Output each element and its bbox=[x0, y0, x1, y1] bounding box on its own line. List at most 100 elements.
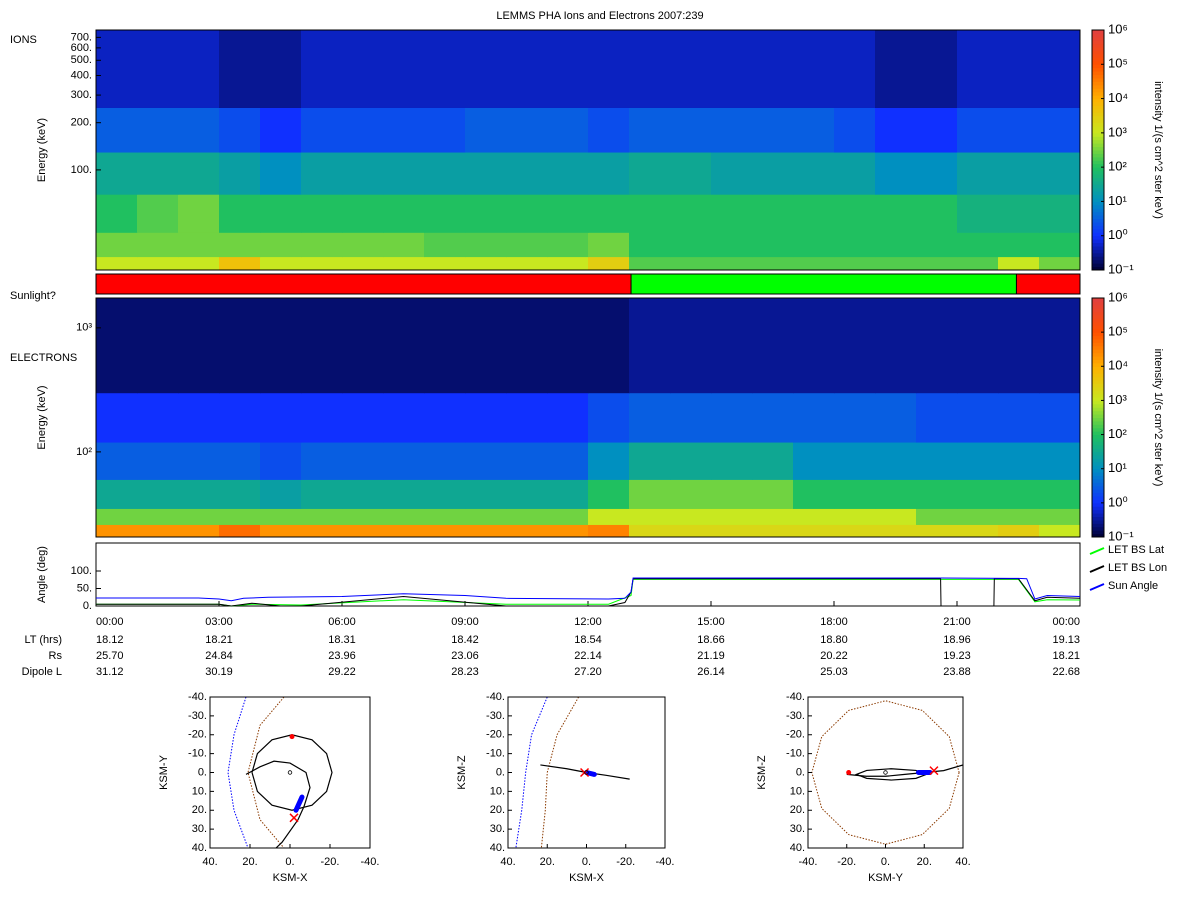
sunlight-segment bbox=[630, 273, 1017, 295]
heatmap-cell bbox=[793, 479, 835, 509]
heatmap-cell bbox=[711, 298, 753, 394]
colorbar-swatch bbox=[1092, 187, 1104, 192]
heatmap-cell bbox=[301, 298, 343, 394]
heatmap-cell bbox=[629, 508, 671, 525]
heatmap-cell bbox=[260, 256, 302, 271]
y-axis-label: Energy (keV) bbox=[36, 118, 48, 182]
x-tick-label: 20. bbox=[917, 856, 932, 868]
heatmap-cell bbox=[752, 442, 794, 480]
heatmap-cell bbox=[424, 524, 466, 538]
heatmap-cell bbox=[670, 107, 712, 153]
heatmap-cell bbox=[506, 152, 548, 195]
colorbar-swatch bbox=[1092, 441, 1104, 446]
colorbar-swatch bbox=[1092, 228, 1104, 233]
colorbar-swatch bbox=[1092, 468, 1104, 473]
heatmap-cell bbox=[506, 442, 548, 480]
heatmap-cell bbox=[793, 152, 835, 195]
heatmap-cell bbox=[875, 152, 917, 195]
heatmap-cell bbox=[301, 107, 343, 153]
heatmap-cell bbox=[1039, 256, 1081, 271]
heatmap-cell bbox=[219, 508, 261, 525]
heatmap-cell bbox=[342, 524, 384, 538]
heatmap-cell bbox=[383, 256, 425, 271]
heatmap-cell bbox=[998, 232, 1040, 258]
colorbar-swatch bbox=[1092, 150, 1104, 154]
colorbar-swatch bbox=[1092, 57, 1104, 62]
heatmap-cell bbox=[998, 524, 1040, 538]
heatmap-cell bbox=[998, 298, 1040, 394]
heatmap-cell bbox=[629, 232, 671, 258]
ephemeris-value: 18.12 bbox=[96, 634, 124, 646]
heatmap-cell bbox=[301, 524, 343, 538]
y-tick-label: 30. bbox=[192, 823, 207, 835]
colorbar-swatch bbox=[1092, 410, 1104, 415]
colorbar-swatch bbox=[1092, 304, 1104, 309]
colorbar-swatch bbox=[1092, 198, 1104, 202]
heatmap-cell bbox=[752, 298, 794, 394]
colorbar-frame bbox=[1091, 297, 1105, 538]
colorbar-swatch bbox=[1092, 263, 1104, 268]
heatmap-cell bbox=[137, 194, 179, 233]
heatmap-cell bbox=[834, 524, 876, 538]
colorbar-swatch bbox=[1092, 95, 1104, 100]
y-tick-label: 0. bbox=[83, 600, 92, 612]
heatmap-cell bbox=[875, 232, 917, 258]
colorbar-swatch bbox=[1092, 146, 1104, 151]
heatmap-cell bbox=[793, 298, 835, 394]
heatmap-cell bbox=[260, 30, 302, 108]
y-tick-label: 0. bbox=[496, 766, 505, 778]
colorbar-swatch bbox=[1092, 112, 1104, 117]
y-tick-label: -10. bbox=[188, 748, 207, 760]
y-axis-label: Angle (deg) bbox=[36, 546, 48, 603]
heatmap-cell bbox=[178, 30, 220, 108]
colorbar-swatch bbox=[1092, 239, 1104, 244]
heatmap-cell bbox=[96, 298, 138, 394]
colorbar-swatch bbox=[1092, 194, 1104, 199]
colorbar-swatch bbox=[1092, 321, 1104, 326]
colorbar-swatch bbox=[1092, 98, 1104, 103]
ephemeris-value: 18.42 bbox=[451, 634, 479, 646]
colorbar-swatch bbox=[1092, 533, 1104, 538]
heatmap-cell bbox=[301, 232, 343, 258]
y-tick-label: -40. bbox=[786, 691, 805, 703]
heatmap-cell bbox=[424, 508, 466, 525]
colorbar-swatch bbox=[1092, 420, 1104, 425]
heatmap-cell bbox=[506, 524, 548, 538]
heatmap-cell bbox=[711, 392, 753, 443]
colorbar-swatch bbox=[1092, 362, 1104, 367]
heatmap-cell bbox=[875, 479, 917, 509]
heatmap-cell bbox=[957, 524, 999, 538]
colorbar-swatch bbox=[1092, 91, 1104, 96]
heatmap-cell bbox=[629, 152, 671, 195]
ephemeris-value: 30.19 bbox=[205, 666, 233, 678]
colorbar-swatch bbox=[1092, 332, 1104, 337]
x-tick-label: 20. bbox=[540, 856, 555, 868]
heatmap-cell bbox=[957, 442, 999, 480]
heatmap-cell bbox=[711, 152, 753, 195]
heatmap-cell bbox=[793, 392, 835, 443]
heatmap-cell bbox=[588, 392, 630, 443]
heatmap-cell bbox=[383, 392, 425, 443]
heatmap-cell bbox=[342, 392, 384, 443]
colorbar-swatch bbox=[1092, 475, 1104, 480]
heatmap-cell bbox=[588, 524, 630, 538]
colorbar-swatch bbox=[1092, 502, 1104, 507]
colorbar-swatch bbox=[1092, 451, 1104, 456]
heatmap-cell bbox=[96, 508, 138, 525]
heatmap-cell bbox=[670, 508, 712, 525]
y-tick-label: 10. bbox=[192, 785, 207, 797]
heatmap-cell bbox=[96, 479, 138, 509]
colorbar-frame bbox=[1091, 29, 1105, 271]
y-tick-label: 30. bbox=[490, 823, 505, 835]
colorbar-label: intensity 1/(s cm^2 ster keV) bbox=[1152, 349, 1164, 487]
y-tick-label: 20. bbox=[490, 804, 505, 816]
x-tick-label: 0. bbox=[285, 856, 294, 868]
colorbar-swatch bbox=[1092, 126, 1104, 130]
colorbar-swatch bbox=[1092, 400, 1104, 405]
heatmap-cell bbox=[875, 524, 917, 538]
heatmap-cell bbox=[301, 508, 343, 525]
heatmap-cell bbox=[547, 107, 589, 153]
heatmap-cell bbox=[424, 392, 466, 443]
heatmap-cell bbox=[834, 298, 876, 394]
